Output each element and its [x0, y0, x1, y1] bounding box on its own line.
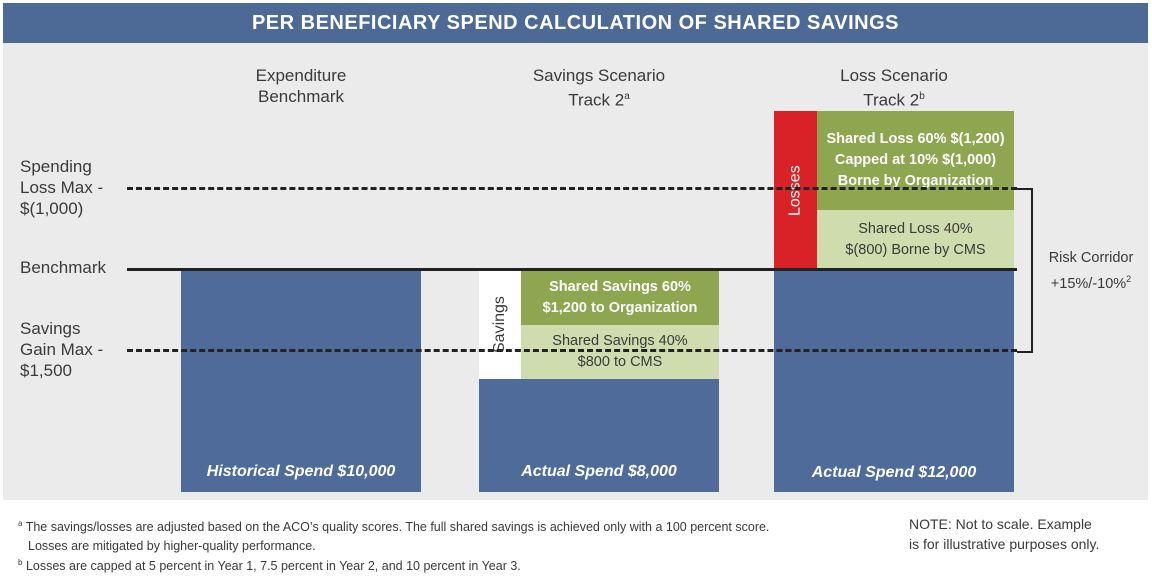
- note-line: NOTE: Not to scale. Example: [909, 516, 1092, 532]
- spending-loss-max-line: [127, 187, 1017, 190]
- footnote-marker: b: [18, 558, 23, 567]
- block-text-line: Shared Loss 40%: [858, 221, 973, 237]
- risk-corridor-range: +15%/-10%: [1050, 275, 1127, 292]
- risk-corridor-label: Risk Corridor +15%/-10%2: [1038, 248, 1144, 295]
- benchmark-label: Benchmark: [20, 258, 106, 277]
- shared-loss-organization-block: Shared Loss 60% $(1,200) Capped at 10% $…: [817, 111, 1014, 210]
- actual-spend-loss-bar: Actual Spend $12,000: [774, 270, 1014, 492]
- footnote-text: Losses are capped at 5 percent in Year 1…: [25, 559, 521, 574]
- actual-spend-savings-bar: Actual Spend $8,000: [479, 379, 719, 492]
- side-label-line: $(1,000): [20, 199, 84, 218]
- column-header-line: Savings Scenario: [532, 66, 666, 85]
- savings-vertical-label: Savings: [491, 296, 508, 353]
- risk-corridor-bracket: [1017, 188, 1033, 353]
- note-line: is for illustrative purposes only.: [909, 536, 1100, 552]
- footnote-marker: b: [919, 91, 925, 102]
- column-header-line: Track 2: [863, 90, 920, 110]
- column-header-savings: Savings Scenario Track 2a: [479, 65, 719, 111]
- column-header-loss: Loss Scenario Track 2b: [774, 65, 1014, 111]
- shared-savings-organization-block: Shared Savings 60% $1,200 to Organizatio…: [521, 270, 719, 325]
- savings-gain-max-line: [127, 349, 1017, 352]
- diagram-title: PER BENEFICIARY SPEND CALCULATION OF SHA…: [3, 3, 1148, 43]
- side-label-line: Savings: [20, 319, 81, 338]
- footnote-text: Losses are mitigated by higher-quality p…: [28, 539, 316, 554]
- risk-corridor-title: Risk Corridor: [1048, 250, 1134, 266]
- footnote-marker: 2: [1126, 274, 1132, 284]
- column-header-line: Benchmark: [258, 87, 344, 106]
- footnote-marker: a: [624, 91, 630, 102]
- block-text-line: $800 to CMS: [577, 354, 663, 370]
- side-label-line: Gain Max -: [20, 340, 104, 359]
- benchmark-line: [127, 268, 1017, 271]
- side-label-line: Spending: [20, 157, 92, 176]
- savings-label-box: Savings: [479, 270, 521, 379]
- footnote-marker: a: [18, 519, 23, 528]
- historical-spend-bar: Historical Spend $10,000: [181, 270, 421, 492]
- footnote-b: b Losses are capped at 5 percent in Year…: [18, 553, 878, 576]
- losses-label-box: Losses: [774, 111, 817, 270]
- block-text-line: Shared Savings 60%: [549, 278, 691, 295]
- column-header-line: Loss Scenario: [840, 66, 948, 85]
- actual-spend-loss-caption: Actual Spend $12,000: [811, 464, 977, 481]
- column-header-line: Expenditure: [255, 66, 347, 85]
- spending-loss-max-label: Spending Loss Max - $(1,000): [20, 156, 103, 219]
- block-text-line: Shared Savings 40%: [552, 333, 688, 349]
- column-header-benchmark: Expenditure Benchmark: [181, 65, 421, 107]
- historical-spend-caption: Historical Spend $10,000: [206, 463, 396, 480]
- block-text-line: $(800) Borne by CMS: [845, 242, 986, 258]
- column-header-line: Track 2: [568, 90, 625, 110]
- side-label-line: $1,500: [20, 361, 72, 380]
- shared-loss-cms-block: Shared Loss 40% $(800) Borne by CMS: [817, 210, 1014, 270]
- footnote-a: a The savings/losses are adjusted based …: [18, 514, 878, 556]
- not-to-scale-note: NOTE: Not to scale. Example is for illus…: [909, 514, 1144, 554]
- actual-spend-savings-caption: Actual Spend $8,000: [521, 463, 677, 480]
- block-text-line: Shared Loss 60% $(1,200): [826, 131, 1005, 147]
- footnote-text: The savings/losses are adjusted based on…: [25, 520, 770, 535]
- block-text-line: $1,200 to Organization: [542, 299, 698, 316]
- block-text-line: Capped at 10% $(1,000): [834, 152, 997, 168]
- losses-vertical-label: Losses: [786, 165, 804, 216]
- block-text-line: Borne by Organization: [837, 173, 994, 189]
- shared-savings-cms-block: Shared Savings 40% $800 to CMS: [521, 325, 719, 379]
- side-label-line: Loss Max -: [20, 178, 104, 197]
- savings-gain-max-label: Savings Gain Max - $1,500: [20, 318, 103, 381]
